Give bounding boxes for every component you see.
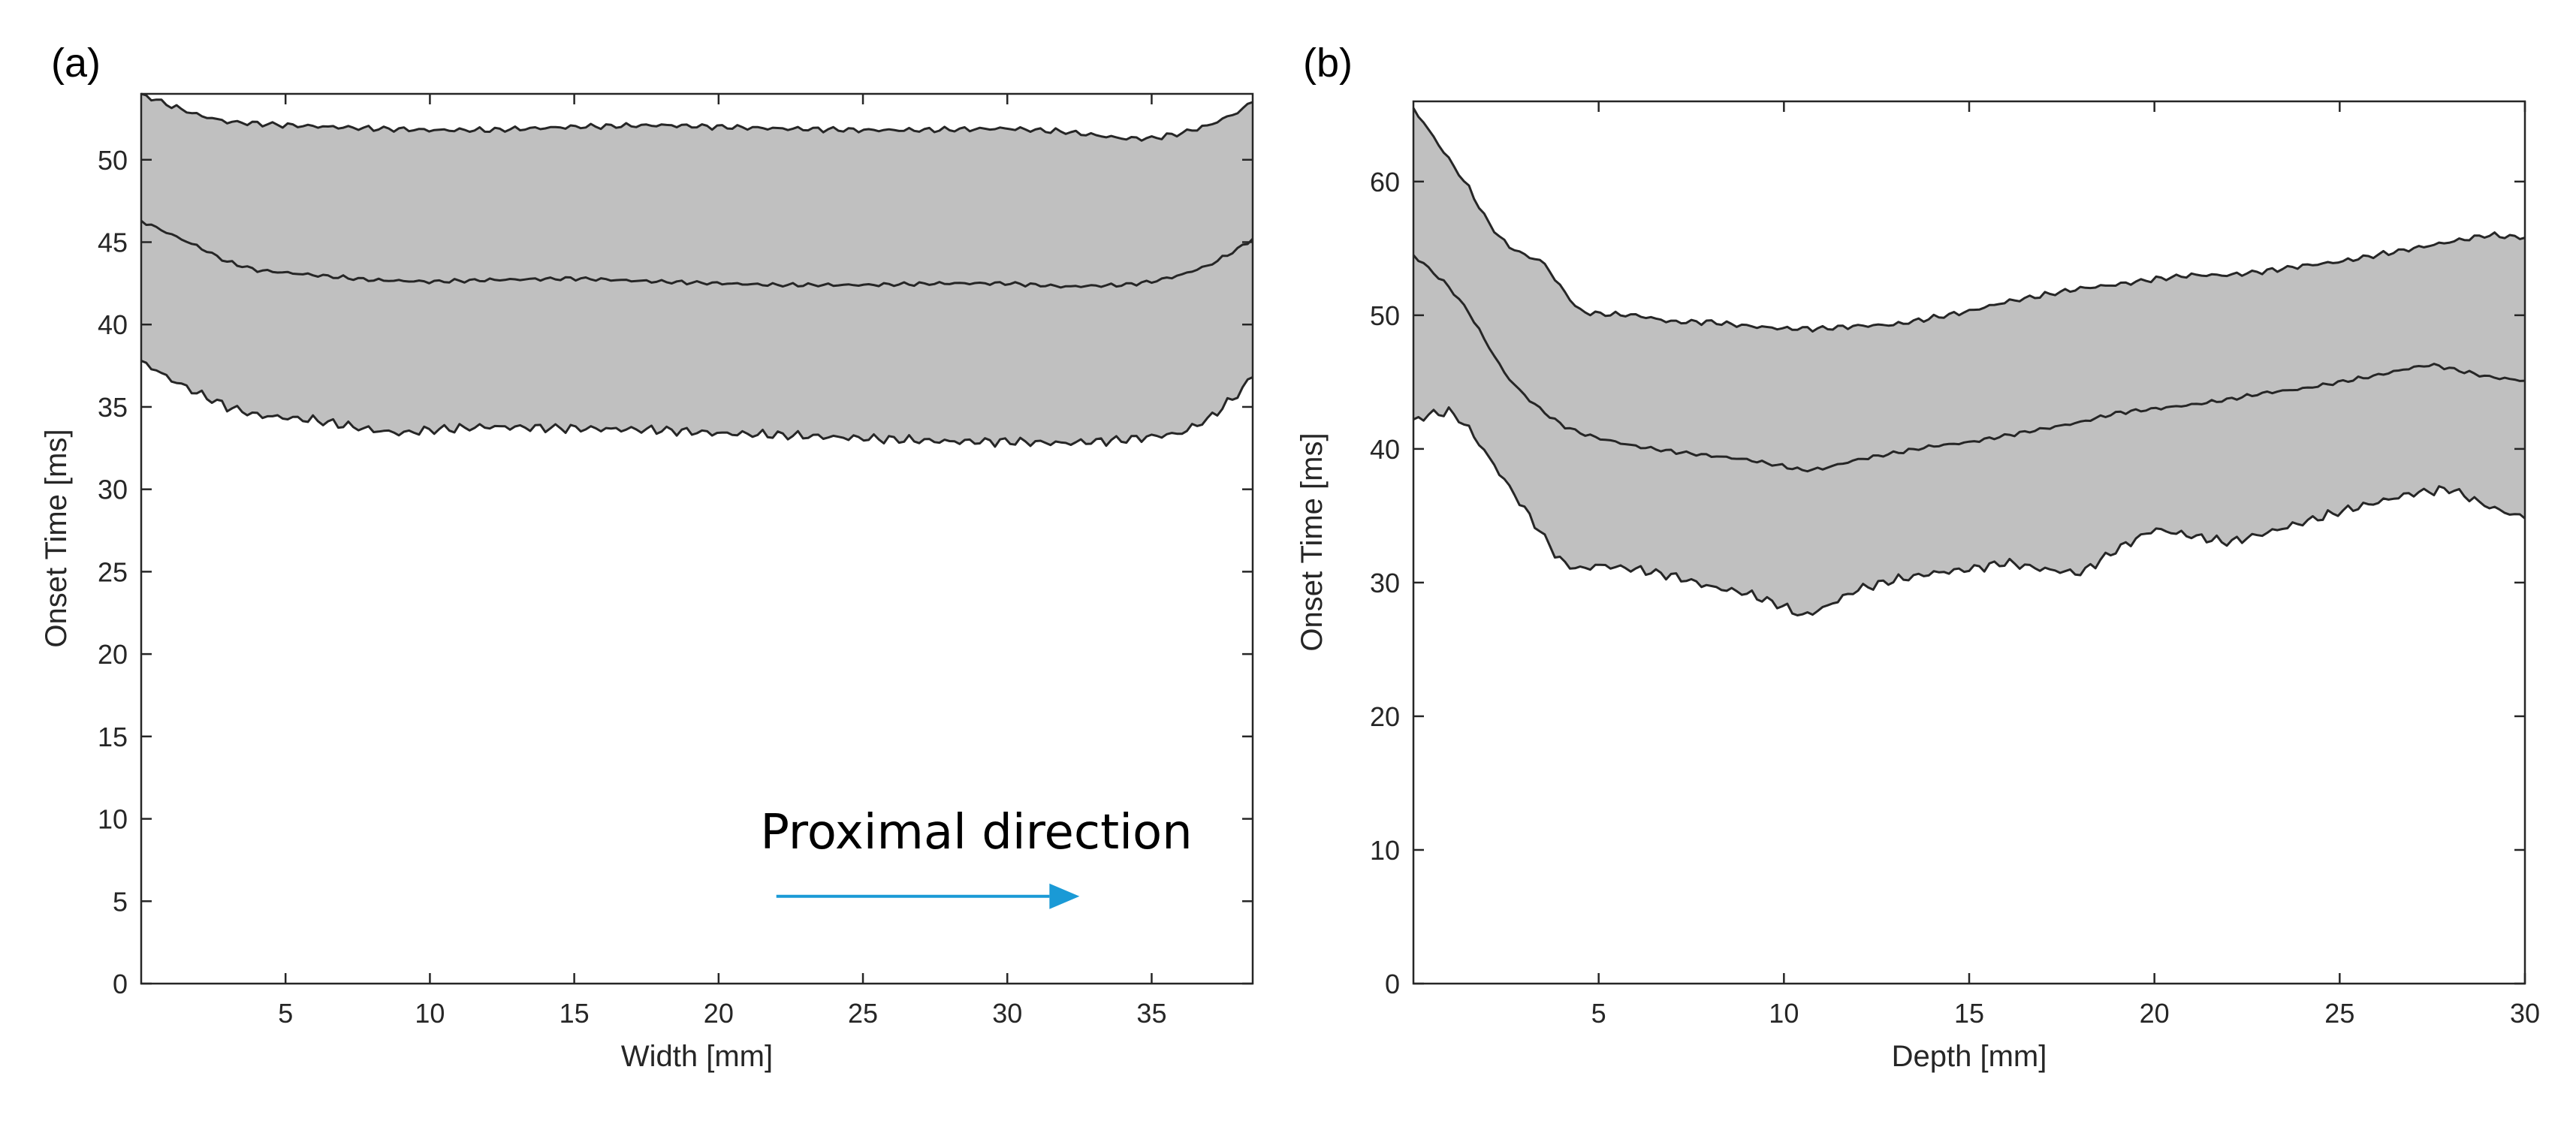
annotation-text: Proximal direction <box>760 805 1192 860</box>
axes-frame-a <box>140 92 1254 985</box>
band-fill-b <box>1413 107 2525 616</box>
y-tick-label-a: 45 <box>98 228 128 258</box>
chart-panel-a: (a) 5 10 15 20 25 30 35 0 5 10 15 20 25 30 35 40 45 50 Wi… <box>40 41 1254 1073</box>
x-axis-label-a: Width [mm] <box>621 1040 773 1073</box>
y-tick-label-a: 40 <box>98 309 128 340</box>
y-tick-label-b: 20 <box>1370 701 1400 732</box>
y-tick-label-a: 15 <box>98 722 128 752</box>
y-axis-label-b: Onset Time [ms] <box>1296 432 1329 651</box>
y-tick-label-a: 50 <box>98 145 128 176</box>
y-tick-label-a: 0 <box>113 969 128 999</box>
annotation-layer-a: Proximal direction <box>760 805 1193 909</box>
x-tick-label-a: 25 <box>848 998 878 1029</box>
y-tick-label-a: 20 <box>98 639 128 670</box>
lines-layer-b <box>1412 107 2526 616</box>
y-axis-label-a: Onset Time [ms] <box>40 429 73 647</box>
x-tick-label-b: 30 <box>2510 998 2540 1029</box>
ticks-layer-b: 5 10 15 20 25 30 0 10 20 30 40 50 60 <box>1370 101 2540 1029</box>
y-tick-label-a: 30 <box>98 475 128 505</box>
x-tick-label-a: 5 <box>278 998 293 1029</box>
x-axis-label-b: Depth [mm] <box>1892 1040 2047 1073</box>
y-tick-label-b: 30 <box>1370 568 1400 598</box>
series-line-upper-b <box>1412 107 2526 333</box>
band-layer-b <box>1413 107 2525 616</box>
x-tick-label-a: 20 <box>704 998 734 1029</box>
lines-layer-a <box>140 92 1254 448</box>
x-tick-label-b: 15 <box>1954 998 1984 1029</box>
series-line-upper-a <box>140 92 1253 142</box>
y-tick-label-b: 50 <box>1370 300 1400 331</box>
series-line-median-b <box>1412 254 2526 473</box>
band-layer-a <box>141 94 1253 447</box>
y-tick-label-b: 10 <box>1370 835 1400 866</box>
y-tick-label-a: 35 <box>98 392 128 423</box>
series-line-lower-b <box>1413 406 2526 616</box>
y-tick-label-a: 25 <box>98 556 128 587</box>
x-tick-label-a: 30 <box>992 998 1022 1029</box>
panel-label-a: (a) <box>51 41 101 86</box>
y-tick-label-b: 60 <box>1370 167 1400 197</box>
x-tick-label-b: 10 <box>1769 998 1799 1029</box>
band-fill-a <box>141 94 1253 447</box>
series-line-median-a <box>140 219 1254 289</box>
annotation-arrow-head <box>1049 883 1080 909</box>
panel-label-b: (b) <box>1303 41 1353 86</box>
ticks-layer-a: 5 10 15 20 25 30 35 0 5 10 15 20 25 30 35 40 45 50 <box>98 94 1253 1029</box>
x-tick-label-b: 20 <box>2140 998 2170 1029</box>
y-tick-label-b: 0 <box>1385 969 1400 999</box>
y-tick-label-b: 40 <box>1370 434 1400 465</box>
x-tick-label-b: 5 <box>1591 998 1606 1029</box>
y-tick-label-a: 10 <box>98 804 128 835</box>
x-tick-label-a: 15 <box>560 998 590 1029</box>
series-line-lower-a <box>140 360 1253 448</box>
x-tick-label-a: 10 <box>415 998 445 1029</box>
x-tick-label-a: 35 <box>1136 998 1166 1029</box>
x-tick-label-b: 25 <box>2324 998 2354 1029</box>
y-tick-label-a: 5 <box>113 886 128 917</box>
